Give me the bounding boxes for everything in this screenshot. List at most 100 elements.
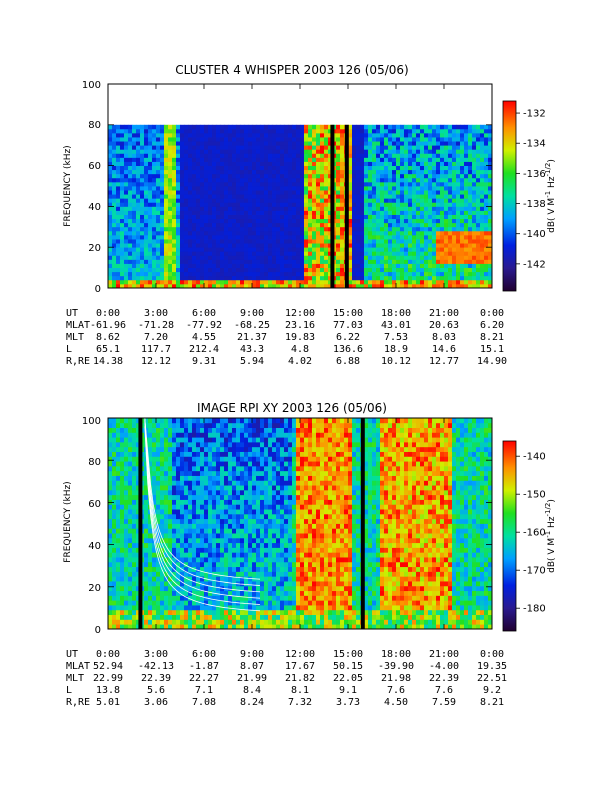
spectrogram-cell — [192, 557, 197, 563]
spectrogram-cell — [188, 263, 193, 268]
spectrogram-cell — [220, 275, 225, 281]
spectrogram-cell — [304, 173, 309, 179]
spectrogram-cell — [156, 206, 161, 211]
spectrogram-cell — [112, 446, 117, 452]
spectrogram-cell — [124, 576, 129, 582]
spectrogram-cell — [168, 214, 173, 220]
spectrogram-cell — [356, 251, 361, 256]
spectrogram-cell — [428, 153, 433, 158]
spectrogram-cell — [148, 552, 153, 558]
spectrogram-cell — [368, 153, 373, 158]
spectrogram-cell — [120, 137, 125, 142]
spectrogram-cell — [272, 218, 277, 224]
spectrogram-cell — [284, 190, 289, 195]
spectrogram-cell — [180, 243, 185, 248]
spectrogram-cell — [484, 267, 489, 273]
spectrogram-cell — [276, 283, 281, 289]
spectrogram-cell — [108, 465, 113, 472]
spectrogram-cell — [220, 218, 225, 224]
spectrogram-cell — [184, 499, 189, 505]
spectrogram-cell — [188, 149, 193, 154]
spectrogram-cell — [244, 161, 249, 166]
spectrogram-cell — [444, 279, 449, 285]
spectrogram-cell — [264, 263, 269, 268]
spectrogram-cell — [340, 239, 345, 244]
spectrogram-cell — [456, 222, 461, 228]
spectrogram-cell — [464, 132, 469, 138]
spectrogram-cell — [228, 255, 233, 260]
spectrogram-cell — [284, 247, 289, 252]
spectrogram-cell — [452, 206, 457, 211]
spectrogram-cell — [256, 124, 261, 130]
spectrogram-cell — [312, 283, 317, 289]
spectrogram-cell — [180, 222, 185, 228]
spectrogram-cell — [164, 283, 169, 289]
spectrogram-cell — [132, 275, 137, 281]
spectrogram-cell — [360, 141, 365, 146]
spectrogram-cell — [144, 255, 149, 260]
spectrogram-cell — [468, 169, 473, 175]
spectrogram-cell — [328, 177, 333, 183]
spectrogram-cell — [124, 267, 129, 273]
spectrogram-cell — [168, 576, 173, 582]
spectrogram-cell — [480, 145, 485, 150]
spectrogram-cell — [236, 251, 241, 256]
spectrogram-cell — [444, 214, 449, 220]
ephemeris-value: 20.63 — [429, 320, 459, 331]
spectrogram-cell — [164, 234, 169, 240]
spectrogram-cell — [116, 600, 121, 606]
spectrogram-cell — [340, 263, 345, 268]
spectrogram-cell — [412, 145, 417, 150]
spectrogram-cell — [408, 263, 413, 268]
spectrogram-cell — [160, 186, 165, 191]
spectrogram-cell — [420, 255, 425, 260]
spectrogram-cell — [132, 499, 137, 505]
spectrogram-cell — [228, 271, 233, 277]
spectrogram-cell — [192, 222, 197, 228]
spectrogram-cell — [280, 173, 285, 179]
spectrogram-cell — [164, 504, 169, 510]
spectrogram-cell — [200, 279, 205, 285]
spectrogram-cell — [476, 234, 481, 240]
spectrogram-cell — [168, 595, 173, 601]
spectrogram-cell — [200, 186, 205, 191]
spectrogram-cell — [308, 234, 313, 240]
spectrogram-cell — [444, 226, 449, 232]
spectrogram-cell — [112, 619, 117, 625]
spectrogram-cell — [472, 279, 477, 285]
spectrogram-cell — [436, 263, 441, 268]
spectrogram-cell — [244, 141, 249, 146]
spectrogram-cell — [320, 214, 325, 220]
spectrogram-cell — [148, 595, 153, 601]
spectrogram-cell — [192, 489, 197, 496]
spectrogram-cell — [224, 173, 229, 179]
spectrogram-cell — [432, 259, 437, 264]
spectrogram-cell — [112, 557, 117, 563]
spectrogram-cell — [472, 149, 477, 154]
spectrogram-cell — [124, 271, 129, 277]
spectrogram-cell — [400, 186, 405, 191]
spectrogram-cell — [280, 267, 285, 273]
spectrogram-cell — [132, 547, 137, 553]
spectrogram-cell — [372, 263, 377, 268]
spectrogram-cell — [252, 214, 257, 220]
spectrogram-cell — [280, 137, 285, 142]
spectrogram-cell — [120, 243, 125, 248]
spectrogram-cell — [236, 210, 241, 215]
spectrogram-cell — [156, 210, 161, 215]
spectrogram-cell — [448, 124, 453, 130]
spectrogram-cell — [456, 255, 461, 260]
spectrogram-cell — [132, 485, 137, 491]
spectrogram-cell — [148, 267, 153, 273]
spectrogram-cell — [212, 230, 217, 236]
spectrogram-cell — [192, 600, 197, 606]
spectrogram-cell — [108, 533, 113, 539]
spectrogram-cell — [488, 247, 493, 252]
spectrogram-cell — [196, 571, 201, 577]
ephemeris-value: 6.20 — [480, 320, 504, 331]
spectrogram-cell — [416, 132, 421, 138]
spectrogram-cell — [264, 271, 269, 277]
spectrogram-cell — [152, 177, 157, 183]
spectrogram-cell — [336, 177, 341, 183]
spectrogram-cell — [348, 255, 353, 260]
